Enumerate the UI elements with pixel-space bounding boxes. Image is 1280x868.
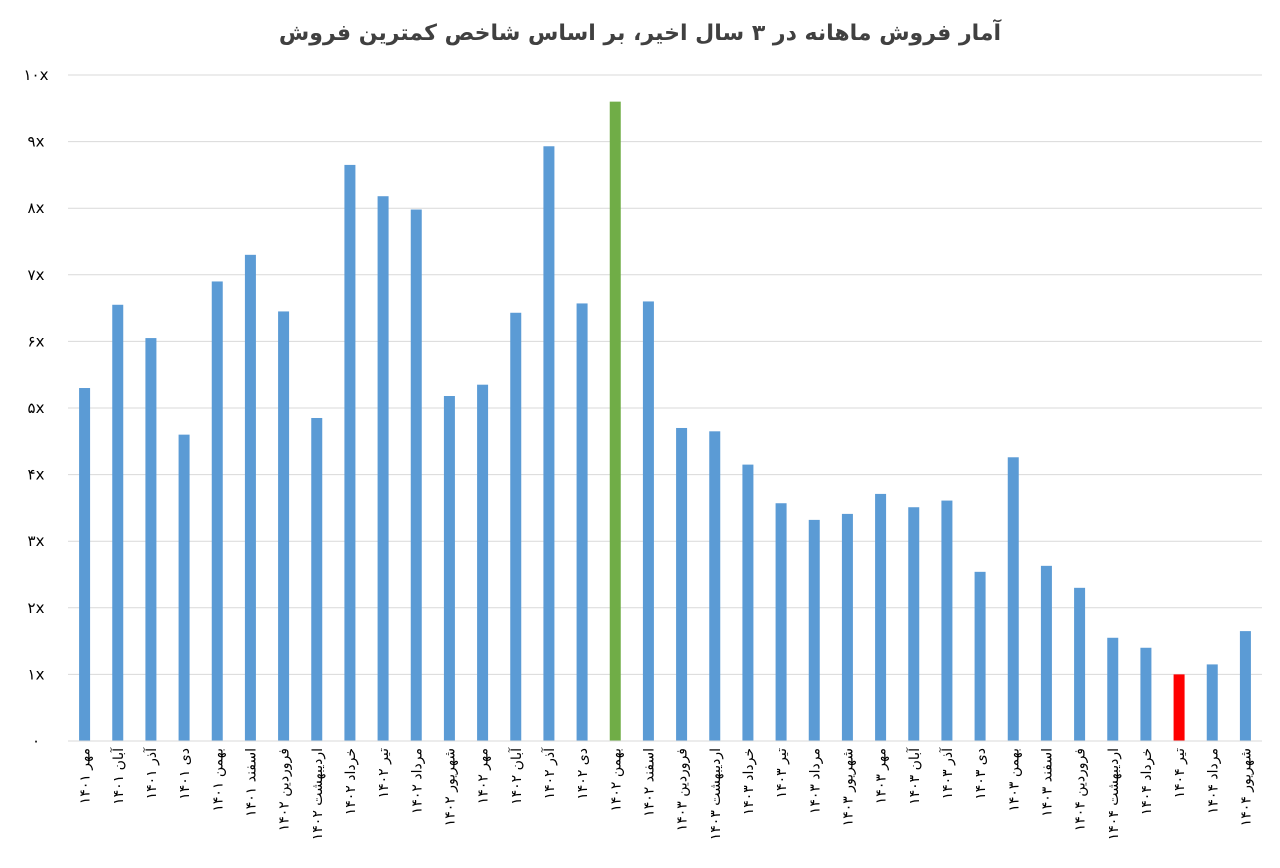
bar-3 [178, 434, 190, 741]
x-tick-label: دی ۱۴۰۳ [973, 748, 989, 800]
bar-9 [377, 196, 389, 741]
bar-0 [79, 388, 91, 741]
y-tick-label: ۱۰x [24, 66, 49, 84]
bar-29 [1040, 565, 1052, 741]
y-tick-label: ۷x [28, 266, 45, 284]
bar-1 [112, 304, 124, 741]
x-tick-label: مهر ۱۴۰۳ [874, 748, 890, 804]
x-tick-label: شهریور ۱۴۰۴ [1238, 748, 1254, 826]
x-tick-label: تیر ۱۴۰۲ [376, 748, 392, 798]
bar-24 [875, 493, 887, 741]
bar-20 [742, 464, 754, 741]
x-tick-label: مرداد ۱۴۰۲ [409, 748, 425, 814]
x-tick-label: آبان ۱۴۰۳ [906, 747, 923, 805]
x-tick-label: دی ۱۴۰۱ [177, 748, 193, 800]
bar-17 [642, 301, 654, 741]
bars [79, 101, 1251, 742]
x-tick-label: مرداد ۱۴۰۳ [807, 748, 823, 814]
x-tick-label: شهریور ۱۴۰۳ [840, 748, 856, 826]
x-tick-label: مهر ۱۴۰۱ [78, 748, 94, 804]
x-tick-label: بهمن ۱۴۰۳ [1006, 748, 1022, 812]
x-tick-label: فروردین ۱۴۰۴ [1073, 748, 1089, 831]
x-tick-label: خرداد ۱۴۰۲ [343, 748, 359, 815]
bar-4 [211, 281, 223, 741]
x-tick-label: بهمن ۱۴۰۲ [608, 748, 624, 812]
bar-11 [443, 396, 455, 741]
bar-34 [1206, 664, 1218, 741]
bar-18 [676, 427, 688, 741]
bar-21 [775, 503, 787, 741]
bar-8 [344, 164, 356, 741]
x-tick-label: آذر ۱۴۰۳ [939, 747, 956, 800]
x-tick-label: فروردین ۱۴۰۲ [277, 748, 293, 831]
x-tick-label: اسفند ۱۴۰۱ [243, 748, 259, 817]
bar-26 [941, 500, 953, 741]
bar-33 [1173, 674, 1185, 741]
y-tick-label: ۰ [32, 732, 40, 750]
bar-23 [841, 513, 853, 741]
bar-30 [1074, 587, 1086, 741]
bar-12 [477, 384, 489, 741]
x-tick-label: آبان ۱۴۰۱ [110, 747, 127, 805]
bar-6 [278, 311, 290, 741]
x-tick-label: آذر ۱۴۰۱ [143, 747, 160, 800]
y-tick-label: ۲x [28, 599, 45, 617]
bar-22 [808, 519, 820, 741]
chart-title: آمار فروش ماهانه در ۳ سال اخیر، بر اساس … [279, 18, 1002, 46]
x-tick-label: آذر ۱۴۰۲ [541, 747, 558, 800]
x-tick-label: تیر ۱۴۰۳ [774, 748, 790, 798]
y-tick-label: ۳x [28, 532, 45, 550]
x-tick-label: تیر ۱۴۰۴ [1172, 748, 1188, 798]
bar-5 [244, 254, 256, 741]
bar-28 [1007, 457, 1019, 741]
x-tick-label: مرداد ۱۴۰۴ [1205, 748, 1221, 814]
bar-2 [145, 338, 157, 741]
bar-35 [1239, 631, 1251, 741]
y-tick-label: ۶x [28, 332, 45, 350]
x-tick-label: آبان ۱۴۰۲ [508, 747, 525, 805]
bar-15 [576, 303, 588, 741]
x-tick-label: بهمن ۱۴۰۱ [210, 748, 226, 812]
bar-14 [543, 146, 555, 742]
x-axis-tick-labels: مهر ۱۴۰۱ آبان ۱۴۰۱ آذر ۱۴۰۱ دی ۱۴۰۱ بهمن ۱۴۰… [78, 747, 1255, 840]
bar-7 [311, 417, 323, 741]
x-tick-label: اردیبهشت ۱۴۰۳ [708, 748, 724, 840]
y-tick-label: ۸x [28, 199, 45, 217]
bar-32 [1140, 647, 1152, 741]
bar-31 [1107, 637, 1119, 741]
bar-16 [609, 101, 621, 741]
x-tick-label: اسفند ۱۴۰۲ [641, 748, 657, 817]
x-tick-label: مهر ۱۴۰۲ [476, 748, 492, 804]
bar-10 [410, 209, 422, 742]
bar-19 [709, 431, 721, 741]
x-tick-label: اسفند ۱۴۰۳ [1039, 748, 1055, 817]
x-tick-label: خرداد ۱۴۰۳ [741, 748, 757, 815]
y-tick-label: ۱x [28, 665, 45, 683]
x-tick-label: خرداد ۱۴۰۴ [1139, 748, 1155, 815]
bar-25 [908, 507, 920, 741]
bar-27 [974, 571, 986, 741]
x-tick-label: دی ۱۴۰۲ [575, 748, 591, 800]
bar-13 [510, 312, 522, 741]
x-tick-label: اردیبهشت ۱۴۰۴ [1106, 748, 1122, 840]
x-tick-label: فروردین ۱۴۰۳ [675, 748, 691, 831]
y-axis-tick-labels: ۰ ۱x ۲x ۳x ۴x ۵x ۶x ۷x ۸x ۹x ۱۰x [24, 66, 49, 750]
gridlines [68, 74, 1262, 675]
y-tick-label: ۹x [28, 133, 45, 151]
y-tick-label: ۵x [28, 399, 45, 417]
x-tick-label: اردیبهشت ۱۴۰۲ [310, 748, 326, 840]
x-tick-label: شهریور ۱۴۰۲ [442, 748, 458, 826]
y-tick-label: ۴x [28, 466, 45, 484]
